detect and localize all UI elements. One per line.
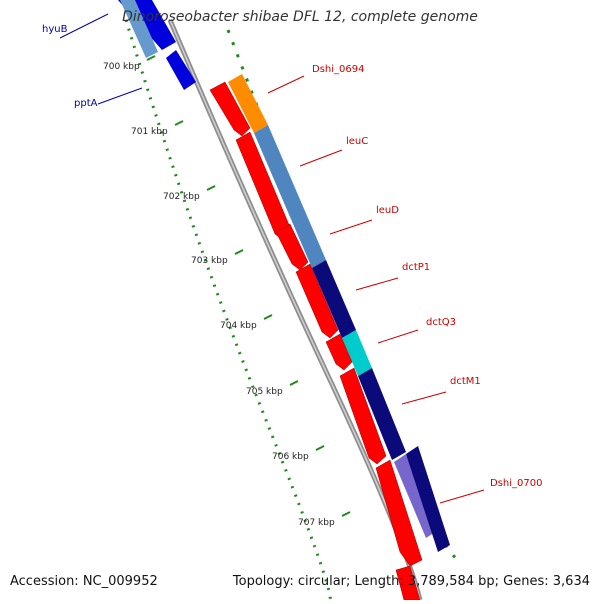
scale-tick-label: 701 kbp [131,127,168,137]
gene-label-leud[interactable]: leuD [376,205,399,216]
scale-tick-mark [315,445,325,451]
gene-label-dshi-0700[interactable]: Dshi_0700 [490,478,543,489]
gene-dctQ3-feature[interactable] [342,330,372,376]
gene-label-leader [329,219,373,235]
gene-hyuB-feature[interactable] [118,0,176,58]
scale-tick-label: 700 kbp [103,62,140,72]
scale-tick-mark [289,380,299,386]
scale-tick-mark [146,55,156,61]
scale-tick-label: 705 kbp [246,387,283,397]
gene-label-ppta[interactable]: pptA [74,98,98,109]
gene-label-leuc[interactable]: leuC [346,136,369,147]
scale-tick-mark [263,314,273,320]
genome-summary-text: Topology: circular; Length: 3,789,584 bp… [232,574,590,589]
gene-label-leader [439,489,485,504]
scale-tick-label: 706 kbp [272,452,309,462]
scale-tick-label: 707 kbp [298,518,335,528]
scale-tick-mark [341,511,351,517]
gene-label-leader [355,277,399,291]
gene-leuC-feature[interactable] [254,125,326,268]
genome-title: Dinoroseobacter shibae DFL 12, complete … [122,9,478,25]
gene-label-dctp1[interactable]: dctP1 [402,262,431,273]
gene-dctP1-feature[interactable] [312,260,356,338]
gene-label-dshi-0694[interactable]: Dshi_0694 [312,64,365,75]
gene-pptA-feature[interactable] [166,50,196,90]
gene-label-leader [267,75,305,94]
gene-label-dctq3[interactable]: dctQ3 [426,317,456,328]
gene-label-leader [401,391,447,405]
gene-label-leader [97,87,143,105]
gene-Dshi_0700-feature[interactable] [394,446,450,552]
red-arrow-genes [209,81,423,601]
scale-tick-label: 702 kbp [163,192,200,202]
gene-Dshi_0694-feature[interactable] [228,74,268,133]
accession-text: Accession: NC_009952 [10,574,158,589]
scale-tick-label: 703 kbp [191,256,228,266]
gene-label-hyub[interactable]: hyuB [42,24,68,35]
gene-dctM1-feature[interactable] [358,368,406,460]
scale-tick-mark [206,185,216,191]
gene-label-leader [377,329,419,344]
scale-tick-label: 704 kbp [220,321,257,331]
gene-label-leader [299,149,343,167]
scale-tick-mark [174,120,184,126]
scale-tick-mark [234,249,244,255]
gene-label-leader [59,13,109,39]
gene-label-dctm1[interactable]: dctM1 [450,376,481,387]
